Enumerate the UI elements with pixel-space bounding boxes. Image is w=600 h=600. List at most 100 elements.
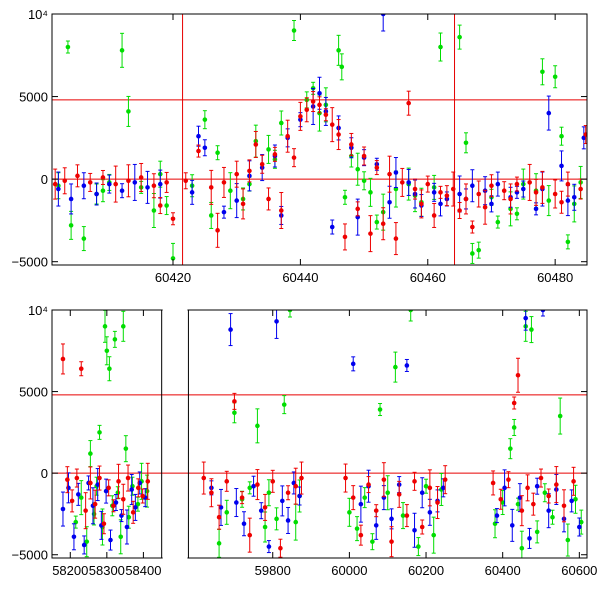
x-tick-label: 60200: [408, 563, 444, 578]
data-point: [431, 182, 437, 202]
data-point: [370, 533, 375, 551]
data-point: [66, 472, 71, 504]
data-point: [399, 167, 405, 197]
data-point: [577, 517, 582, 537]
data-point: [444, 185, 450, 207]
data-point: [393, 351, 398, 383]
data-point: [329, 107, 335, 143]
axis-break-bottom: [162, 557, 188, 560]
data-point: [519, 495, 525, 527]
data-point: [224, 499, 230, 525]
data-point: [228, 313, 233, 347]
data-point: [377, 403, 383, 417]
data-point: [120, 310, 126, 342]
data-point: [234, 488, 239, 518]
data-point: [228, 172, 233, 210]
data-point: [259, 154, 265, 174]
series-2: [52, 90, 587, 256]
data-point: [81, 535, 87, 555]
data-point: [514, 207, 520, 221]
data-point: [565, 171, 571, 197]
data-point: [75, 164, 80, 188]
data-point: [84, 526, 90, 558]
data-point: [285, 485, 291, 501]
data-point: [299, 461, 304, 495]
data-point: [65, 466, 70, 494]
data-point: [92, 489, 98, 519]
data-point: [389, 508, 394, 530]
data-point: [495, 215, 501, 229]
data-point: [400, 502, 406, 530]
data-point: [81, 172, 87, 200]
data-point: [87, 172, 93, 192]
data-point: [224, 470, 230, 492]
data-point: [266, 134, 271, 164]
data-point: [107, 356, 112, 382]
data-point: [517, 483, 523, 513]
data-point: [438, 185, 443, 199]
y-tick-label: 10⁴: [28, 303, 48, 318]
data-point: [511, 418, 517, 436]
x-tick-label: 60440: [282, 270, 318, 285]
data-point: [527, 163, 532, 201]
y-tick-label: −5000: [11, 255, 48, 270]
data-point: [202, 139, 208, 157]
data-point: [387, 155, 392, 193]
data-point: [534, 520, 540, 544]
data-point: [358, 485, 364, 523]
data-point: [270, 469, 276, 493]
data-point: [78, 361, 84, 377]
data-point: [189, 179, 195, 205]
data-point: [104, 336, 110, 366]
data-point: [240, 188, 246, 220]
x-tick-label: 60400: [485, 563, 521, 578]
data-point: [540, 58, 545, 86]
data-point: [60, 343, 66, 375]
data-point: [103, 478, 109, 504]
data-point: [531, 492, 536, 516]
data-point: [88, 466, 93, 500]
data-point: [521, 180, 526, 198]
data-point: [502, 469, 507, 507]
data-point: [285, 119, 290, 153]
data-point: [266, 540, 272, 554]
data-point: [368, 177, 373, 207]
data-point: [266, 187, 271, 211]
data-point: [241, 511, 247, 537]
x-tick-label: 60420: [155, 270, 191, 285]
data-point: [278, 538, 283, 558]
data-point: [266, 479, 272, 507]
data-point: [95, 468, 100, 502]
bottom-panel: 10⁴ 5000 0 −5000 58200 58300 58400 59800 60000 60…: [11, 303, 597, 578]
data-point: [112, 330, 118, 348]
data-point: [374, 160, 380, 176]
data-point: [304, 97, 310, 123]
data-point: [534, 477, 540, 495]
data-point: [347, 497, 352, 527]
y-tick-label: −5000: [11, 548, 48, 563]
data-point: [196, 144, 201, 158]
data-point: [170, 242, 176, 265]
data-point: [145, 462, 151, 500]
y-tick-label: 5000: [19, 385, 48, 400]
data-point: [354, 516, 360, 542]
data-point: [56, 171, 61, 207]
data-point: [130, 500, 136, 524]
data-point: [533, 178, 539, 206]
data-point: [525, 474, 530, 502]
data-point: [232, 392, 237, 410]
data-point: [408, 310, 414, 322]
data-point: [183, 172, 189, 190]
data-point: [457, 24, 462, 50]
data-point: [298, 101, 303, 131]
top-panel: 10⁴ 5000 0 −5000 60420 60440 60460 60480: [11, 7, 588, 285]
data-point: [107, 174, 112, 194]
data-point: [69, 489, 75, 513]
data-point: [280, 485, 285, 517]
series-0: [73, 310, 584, 558]
data-point: [88, 440, 93, 468]
series-1: [60, 310, 582, 555]
data-point: [255, 408, 260, 444]
data-point: [258, 502, 264, 520]
axis-break-top: [162, 309, 188, 312]
